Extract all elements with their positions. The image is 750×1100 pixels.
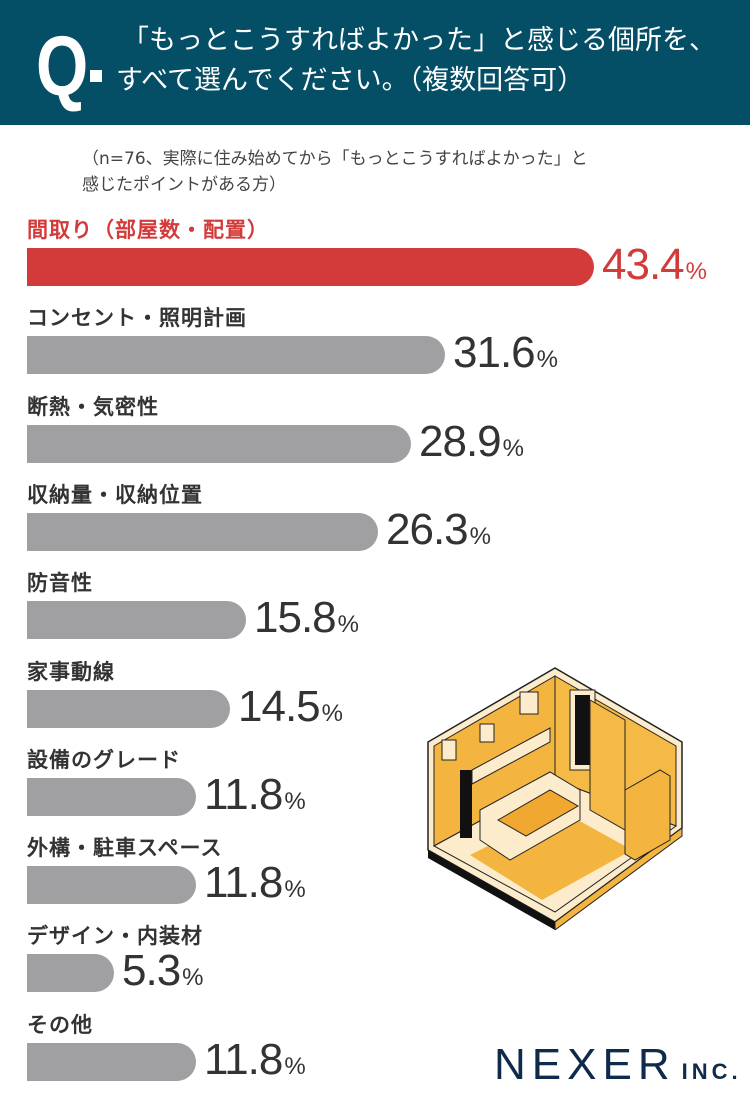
bar [27,336,445,375]
bedroom-illustration [427,667,683,930]
question-header: Q 「もっとこうすればよかった」と感じる個所を、 すべて選んでください。（複数回… [0,0,750,125]
bar [27,954,114,993]
value-unit: % [284,1052,306,1080]
value-unit: % [337,611,359,639]
nexer-logo: NEXER INC. [494,1040,742,1090]
value-label: 5.3% [122,946,204,996]
value-number: 5.3 [122,946,181,996]
value-label: 15.8% [254,593,359,643]
category-label: 設備のグレード [27,747,181,772]
value-number: 31.6 [453,328,536,378]
category-label: 外構・駐車スペース [27,836,223,861]
value-unit: % [685,258,707,285]
value-unit: % [502,434,524,462]
value-number: 11.8 [204,1034,283,1084]
value-label: 31.6% [453,328,558,378]
value-label: 11.8% [204,1035,306,1085]
value-unit: % [284,876,306,904]
bar [27,1042,196,1081]
value-number: 28.9 [419,416,502,466]
bar [27,424,411,463]
category-label: 家事動線 [27,659,115,684]
category-label: デザイン・内装材 [27,924,203,949]
category-label: その他 [27,1012,93,1037]
logo-suffix: INC. [681,1059,742,1084]
value-label: 11.8% [204,858,306,908]
bar [27,866,196,905]
value-number: 14.5 [238,681,321,731]
category-label: コンセント・照明計画 [27,306,247,331]
logo-main: NEXER [494,1040,676,1089]
value-unit: % [284,787,306,815]
category-label: 間取り（部屋数・配置） [27,218,269,242]
value-unit: % [182,964,204,992]
value-number: 11.8 [204,858,283,908]
value-unit: % [536,346,558,374]
subtitle-line-2: 感じたポイントがある方） [82,175,286,195]
value-number: 15.8 [254,593,337,643]
q-mark: Q [36,19,89,113]
value-label: 11.8% [204,770,306,820]
category-label: 断熱・気密性 [27,394,159,419]
bar [27,512,378,551]
bar [27,248,594,286]
question-line-1: 「もっとこうすればよかった」と感じる個所を、 [122,25,716,56]
value-label: 28.9% [419,417,524,467]
value-unit: % [321,699,343,727]
bar [27,777,196,816]
value-number: 43.4 [602,240,685,289]
value-label: 43.4% [602,240,707,290]
category-label: 防音性 [27,571,93,596]
value-label: 26.3% [386,505,491,555]
subtitle-line-1: （n=76、実際に住み始めてから「もっとこうすればよかった」と [82,149,588,169]
value-number: 11.8 [204,769,283,819]
q-dot [90,70,102,82]
subtitle: （n=76、実際に住み始めてから「もっとこうすればよかった」と 感じたポイントが… [82,146,588,198]
question-line-2: すべて選んでください。（複数回答可） [116,65,585,96]
bar [27,601,246,640]
value-label: 14.5% [238,682,343,732]
value-unit: % [469,522,491,550]
value-number: 26.3 [386,504,469,554]
category-label: 収納量・収納位置 [27,482,203,507]
bar [27,689,230,728]
